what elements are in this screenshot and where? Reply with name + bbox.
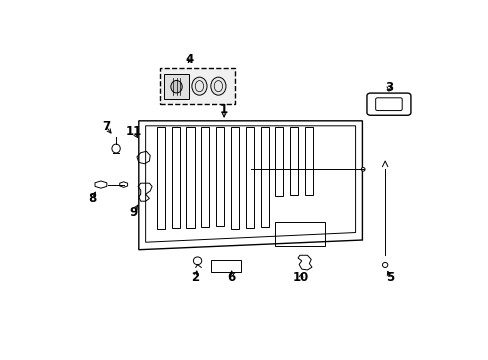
Ellipse shape <box>191 77 206 95</box>
Text: 5: 5 <box>385 271 393 284</box>
Text: 3: 3 <box>384 81 392 94</box>
Bar <box>159 68 235 104</box>
Ellipse shape <box>210 77 225 95</box>
Text: 6: 6 <box>227 271 235 284</box>
Text: 7: 7 <box>102 120 110 133</box>
Text: 11: 11 <box>125 125 142 138</box>
FancyBboxPatch shape <box>375 98 401 111</box>
Text: 8: 8 <box>88 192 96 205</box>
Text: 10: 10 <box>292 271 308 284</box>
Bar <box>275 222 324 246</box>
Text: 4: 4 <box>185 53 194 66</box>
Text: 2: 2 <box>191 271 199 284</box>
Bar <box>210 260 241 273</box>
Text: 1: 1 <box>220 103 228 116</box>
Bar <box>164 74 188 99</box>
Ellipse shape <box>170 81 182 93</box>
Text: 9: 9 <box>129 206 138 219</box>
Ellipse shape <box>361 167 365 171</box>
